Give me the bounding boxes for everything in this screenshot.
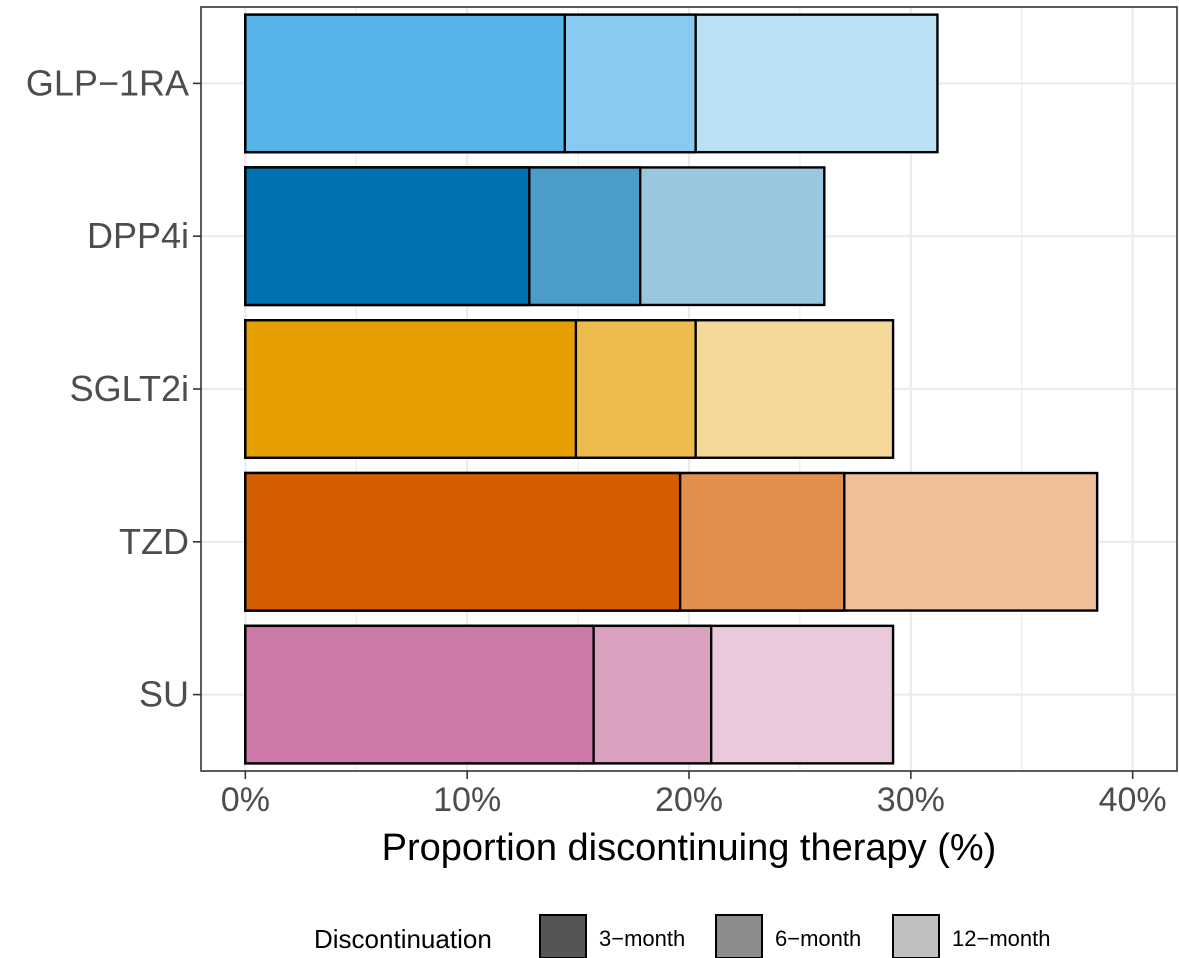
legend-label: 6−month [775, 926, 861, 951]
bar-3-month [244, 319, 578, 459]
bar-3-month [244, 624, 595, 765]
bar-3-month [244, 13, 566, 154]
legend-swatch [539, 914, 587, 958]
bar-3-month [244, 471, 682, 612]
x-tick-label: 30% [877, 781, 945, 819]
x-tick-label: 0% [221, 781, 270, 819]
legend-label: 12−month [952, 926, 1050, 951]
y-tick-label: DPP4i [87, 215, 189, 256]
y-tick-label: TZD [119, 521, 189, 562]
y-tick-label: SU [139, 674, 189, 715]
legend-label: 3−month [599, 926, 685, 951]
axes: GLP−1RA DPP4i SGLT2i TZD SU 0% 10% 20% 30% 40% [26, 62, 1167, 819]
x-tick-label: 10% [433, 781, 501, 819]
legend-swatch [715, 914, 763, 958]
x-tick-label: 20% [655, 781, 723, 819]
bars [244, 13, 1099, 765]
y-tick-label: GLP−1RA [26, 62, 189, 103]
legend-title: Discontinuation [314, 924, 492, 954]
x-tick-label: 40% [1099, 781, 1167, 819]
bar-3-month [244, 166, 531, 307]
legend: Discontinuation 3−month 6−month 12−month [314, 914, 1050, 958]
y-tick-label: SGLT2i [70, 368, 189, 409]
x-axis-title: Proportion discontinuing therapy (%) [382, 827, 997, 869]
legend-swatch [892, 914, 940, 958]
